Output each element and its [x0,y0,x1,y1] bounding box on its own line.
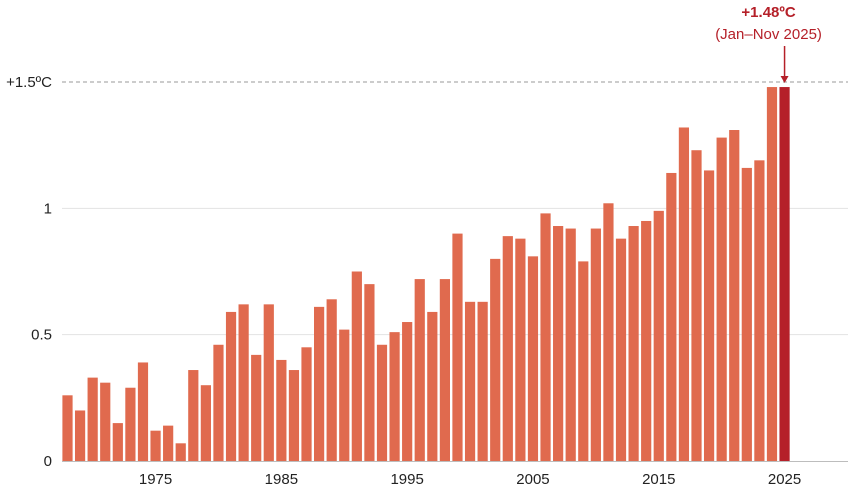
bar-2021 [729,130,740,461]
bar-1984 [263,304,274,461]
x-tick-label: 1985 [265,471,298,488]
bar-1993 [376,344,388,461]
bar-2017 [678,127,690,461]
y-axis-tick-labels: 0 0.5 1 +1.5ºC [6,74,52,470]
bar-2015 [653,210,664,461]
y-tick-label: 0 [44,453,52,470]
bar-2020 [716,137,727,461]
bar-1997 [427,311,438,461]
bar-2023 [754,160,765,461]
y-tick-label: 1 [44,200,52,217]
bar-1969 [74,410,86,461]
bar-1990 [339,329,350,461]
bar-1988 [314,306,325,461]
bar-1989 [326,299,337,461]
x-tick-label: 1975 [139,471,172,488]
y-tick-label: +1.5ºC [6,74,52,91]
bar-2018 [691,150,702,461]
bar-1985 [276,359,287,461]
bar-2006 [540,213,551,461]
x-tick-label: 2025 [768,471,801,488]
bar-1992 [364,284,375,461]
bar-1968 [62,395,73,461]
bar-1975 [150,430,161,461]
annotation-value-label: +1.48ºC [741,4,795,21]
bar-1979 [200,385,211,461]
bars [62,87,790,462]
bar-1978 [188,370,199,461]
bar-2005 [527,256,539,461]
bar-1987 [301,347,312,461]
bar-1986 [288,370,300,461]
bar-2012 [615,238,627,461]
bar-2014 [641,220,652,461]
bar-1996 [414,279,425,461]
bar-1972 [112,423,123,461]
bar-2004 [515,238,526,461]
x-tick-label: 1995 [390,471,423,488]
bar-2003 [502,236,513,461]
bar-1998 [439,279,450,461]
bar-2000 [464,301,476,461]
x-axis-tick-labels: 1975 1985 1995 2005 2015 2025 [139,471,801,488]
bar-1976 [163,425,174,461]
bar-2016 [666,172,677,461]
bar-2011 [603,203,614,461]
bar-1994 [389,332,400,461]
x-tick-label: 2005 [516,471,549,488]
bar-2008 [565,228,576,461]
bar-2010 [590,228,601,461]
bar-highlight-2025 [779,87,790,462]
bar-1999 [452,233,463,461]
bar-1973 [125,387,136,461]
y-tick-label: 0.5 [31,327,52,344]
bar-2002 [490,258,501,461]
annotation-note-label: (Jan–Nov 2025) [715,26,822,43]
bar-1977 [175,443,186,461]
bar-1983 [251,354,262,461]
bar-1974 [137,362,149,461]
bar-2013 [628,226,639,461]
bar-2024 [766,87,778,462]
bar-2022 [741,167,752,461]
x-tick-label: 2015 [642,471,675,488]
bar-1991 [351,271,362,461]
bar-1970 [87,377,98,461]
bar-1981 [225,311,237,461]
bar-1971 [100,382,111,461]
bar-1995 [402,322,413,461]
bar-2007 [553,226,564,461]
bar-2019 [703,170,715,461]
highlight-annotation: +1.48ºC (Jan–Nov 2025) [715,4,822,84]
bar-1982 [238,304,249,461]
bar-1980 [213,344,224,461]
annotation-arrow-head [780,76,789,84]
bar-2009 [578,261,589,461]
bar-2001 [477,301,488,461]
